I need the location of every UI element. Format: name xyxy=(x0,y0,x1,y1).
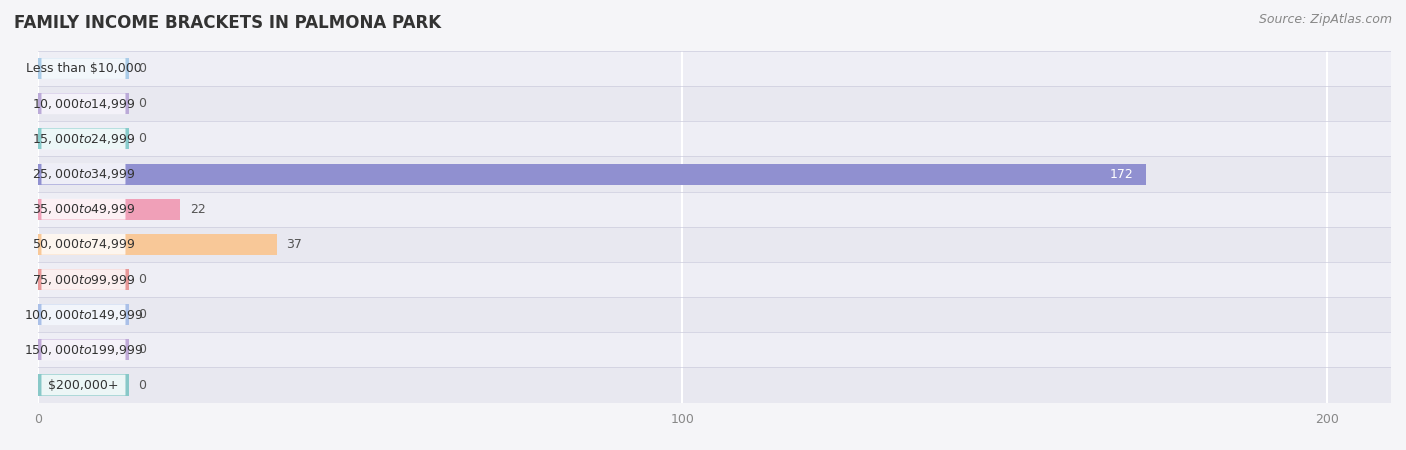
Text: 0: 0 xyxy=(138,273,146,286)
FancyBboxPatch shape xyxy=(41,304,125,325)
Bar xyxy=(38,304,128,325)
FancyBboxPatch shape xyxy=(41,93,125,114)
Bar xyxy=(38,122,1391,157)
Bar xyxy=(38,339,128,360)
FancyBboxPatch shape xyxy=(41,375,125,396)
Text: 172: 172 xyxy=(1109,167,1133,180)
FancyBboxPatch shape xyxy=(41,269,125,290)
Bar xyxy=(38,51,1391,86)
Bar xyxy=(38,374,128,396)
Bar xyxy=(38,297,1391,332)
Text: $10,000 to $14,999: $10,000 to $14,999 xyxy=(32,97,135,111)
Text: $35,000 to $49,999: $35,000 to $49,999 xyxy=(32,202,135,216)
Bar xyxy=(38,198,180,220)
Bar xyxy=(38,192,1391,227)
FancyBboxPatch shape xyxy=(41,58,125,79)
Text: 22: 22 xyxy=(190,202,205,216)
Text: $75,000 to $99,999: $75,000 to $99,999 xyxy=(32,273,135,287)
FancyBboxPatch shape xyxy=(41,199,125,220)
Text: $25,000 to $34,999: $25,000 to $34,999 xyxy=(32,167,135,181)
Text: 0: 0 xyxy=(138,62,146,75)
Text: $150,000 to $199,999: $150,000 to $199,999 xyxy=(24,343,143,357)
Bar xyxy=(38,58,128,79)
Bar xyxy=(38,93,128,114)
Text: FAMILY INCOME BRACKETS IN PALMONA PARK: FAMILY INCOME BRACKETS IN PALMONA PARK xyxy=(14,14,441,32)
FancyBboxPatch shape xyxy=(41,339,125,360)
Bar xyxy=(38,157,1391,192)
Text: $15,000 to $24,999: $15,000 to $24,999 xyxy=(32,132,135,146)
Text: 37: 37 xyxy=(287,238,302,251)
Bar xyxy=(38,234,277,255)
Text: Less than $10,000: Less than $10,000 xyxy=(25,62,142,75)
Text: 0: 0 xyxy=(138,132,146,145)
Bar xyxy=(38,367,1391,403)
Text: $50,000 to $74,999: $50,000 to $74,999 xyxy=(32,237,135,252)
Text: $200,000+: $200,000+ xyxy=(48,378,118,392)
Bar xyxy=(38,163,1146,184)
Bar xyxy=(38,269,128,290)
Bar xyxy=(38,86,1391,122)
Text: 0: 0 xyxy=(138,308,146,321)
Text: 0: 0 xyxy=(138,97,146,110)
FancyBboxPatch shape xyxy=(41,234,125,255)
Text: 0: 0 xyxy=(138,343,146,356)
Text: Source: ZipAtlas.com: Source: ZipAtlas.com xyxy=(1258,14,1392,27)
Text: $100,000 to $149,999: $100,000 to $149,999 xyxy=(24,308,143,322)
Bar xyxy=(38,332,1391,367)
Text: 0: 0 xyxy=(138,378,146,392)
Bar xyxy=(38,128,128,149)
FancyBboxPatch shape xyxy=(41,129,125,149)
FancyBboxPatch shape xyxy=(41,164,125,184)
Bar xyxy=(38,227,1391,262)
Bar xyxy=(38,262,1391,297)
